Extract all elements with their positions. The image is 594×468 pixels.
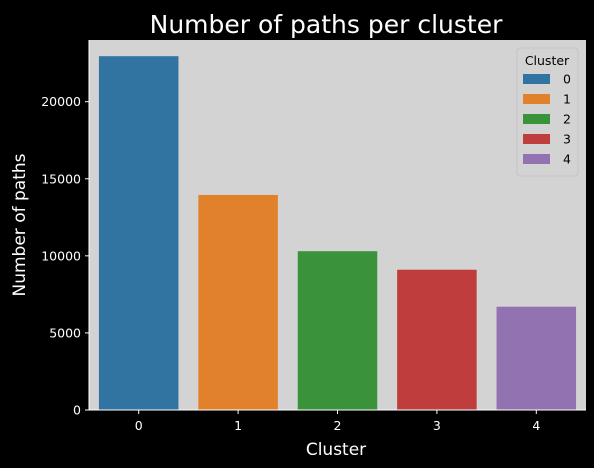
- x-tick-label: 1: [234, 418, 242, 433]
- bar-cluster-0: [98, 56, 179, 410]
- legend-entry-label: 0: [563, 72, 571, 87]
- y-tick-label: 0: [73, 403, 81, 418]
- legend-entries: 0 1 2 3 4: [523, 72, 571, 167]
- bar-cluster-4: [496, 306, 577, 410]
- bar-cluster-3: [397, 269, 477, 410]
- x-tick-label: 4: [532, 418, 540, 433]
- legend-swatch: [523, 154, 550, 164]
- legend: Cluster 0 1 2 3 4: [516, 47, 579, 177]
- x-tick-label: 2: [334, 418, 342, 433]
- legend-swatch: [523, 74, 550, 84]
- y-tick-label: 5000: [49, 325, 81, 340]
- legend-entry-label: 2: [563, 112, 571, 127]
- x-tick-label: 3: [433, 418, 441, 433]
- bar-cluster-2: [297, 251, 378, 410]
- legend-swatch: [523, 94, 550, 104]
- bar-cluster-1: [198, 194, 278, 410]
- y-axis-label: Number of paths: [10, 153, 30, 296]
- chart-title: Number of paths per cluster: [150, 10, 503, 39]
- x-axis-label: Cluster: [306, 440, 366, 460]
- bars: [98, 56, 577, 410]
- legend-swatch: [523, 114, 550, 124]
- legend-swatch: [523, 134, 550, 144]
- legend-title: Cluster: [525, 53, 570, 68]
- y-tick-label: 10000: [41, 248, 81, 263]
- y-tick-label: 15000: [41, 171, 81, 186]
- x-ticks: 0 1 2 3 4: [135, 410, 540, 433]
- legend-entry-label: 3: [563, 132, 571, 147]
- legend-entry-label: 1: [563, 92, 571, 107]
- x-tick-label: 0: [135, 418, 143, 433]
- y-ticks: 0 5000 10000 15000 20000: [41, 94, 89, 418]
- y-tick-label: 20000: [41, 94, 81, 109]
- legend-entry-label: 4: [563, 152, 571, 167]
